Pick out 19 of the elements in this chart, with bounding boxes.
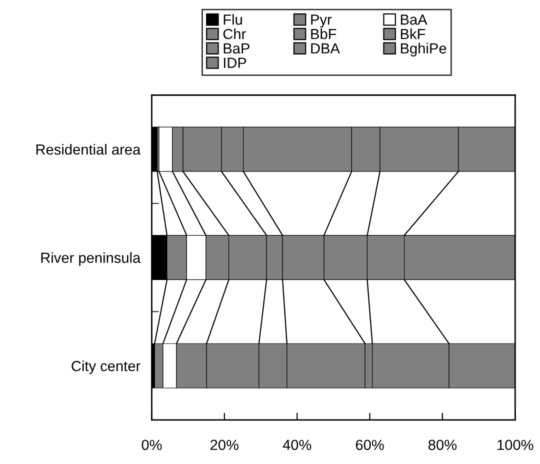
x-tick-label: 100% (498, 440, 534, 450)
legend-label: BghiPe (400, 42, 446, 56)
legend-label: BkF (400, 28, 426, 40)
x-tick-label: 0% (142, 440, 162, 450)
legend-label: DBA (311, 43, 340, 54)
legend-label: BbF (311, 28, 336, 40)
legend-label: Pyr (311, 14, 332, 28)
y-tick-label: Residential area (36, 144, 141, 155)
x-tick-label: 80% (428, 440, 457, 450)
legend-label: BaP (224, 43, 250, 54)
x-tick-label: 40% (282, 440, 312, 450)
legend-label: BaA (400, 14, 428, 25)
y-tick-label: City center (72, 360, 140, 374)
legend-label: Flu (224, 14, 242, 25)
y-tick-label: River peninsula (41, 252, 141, 266)
x-tick-label: 60% (356, 440, 384, 450)
legend-label: IDP (224, 58, 246, 68)
x-tick-label: 20% (210, 440, 238, 450)
legend-label: Chr (223, 28, 246, 40)
